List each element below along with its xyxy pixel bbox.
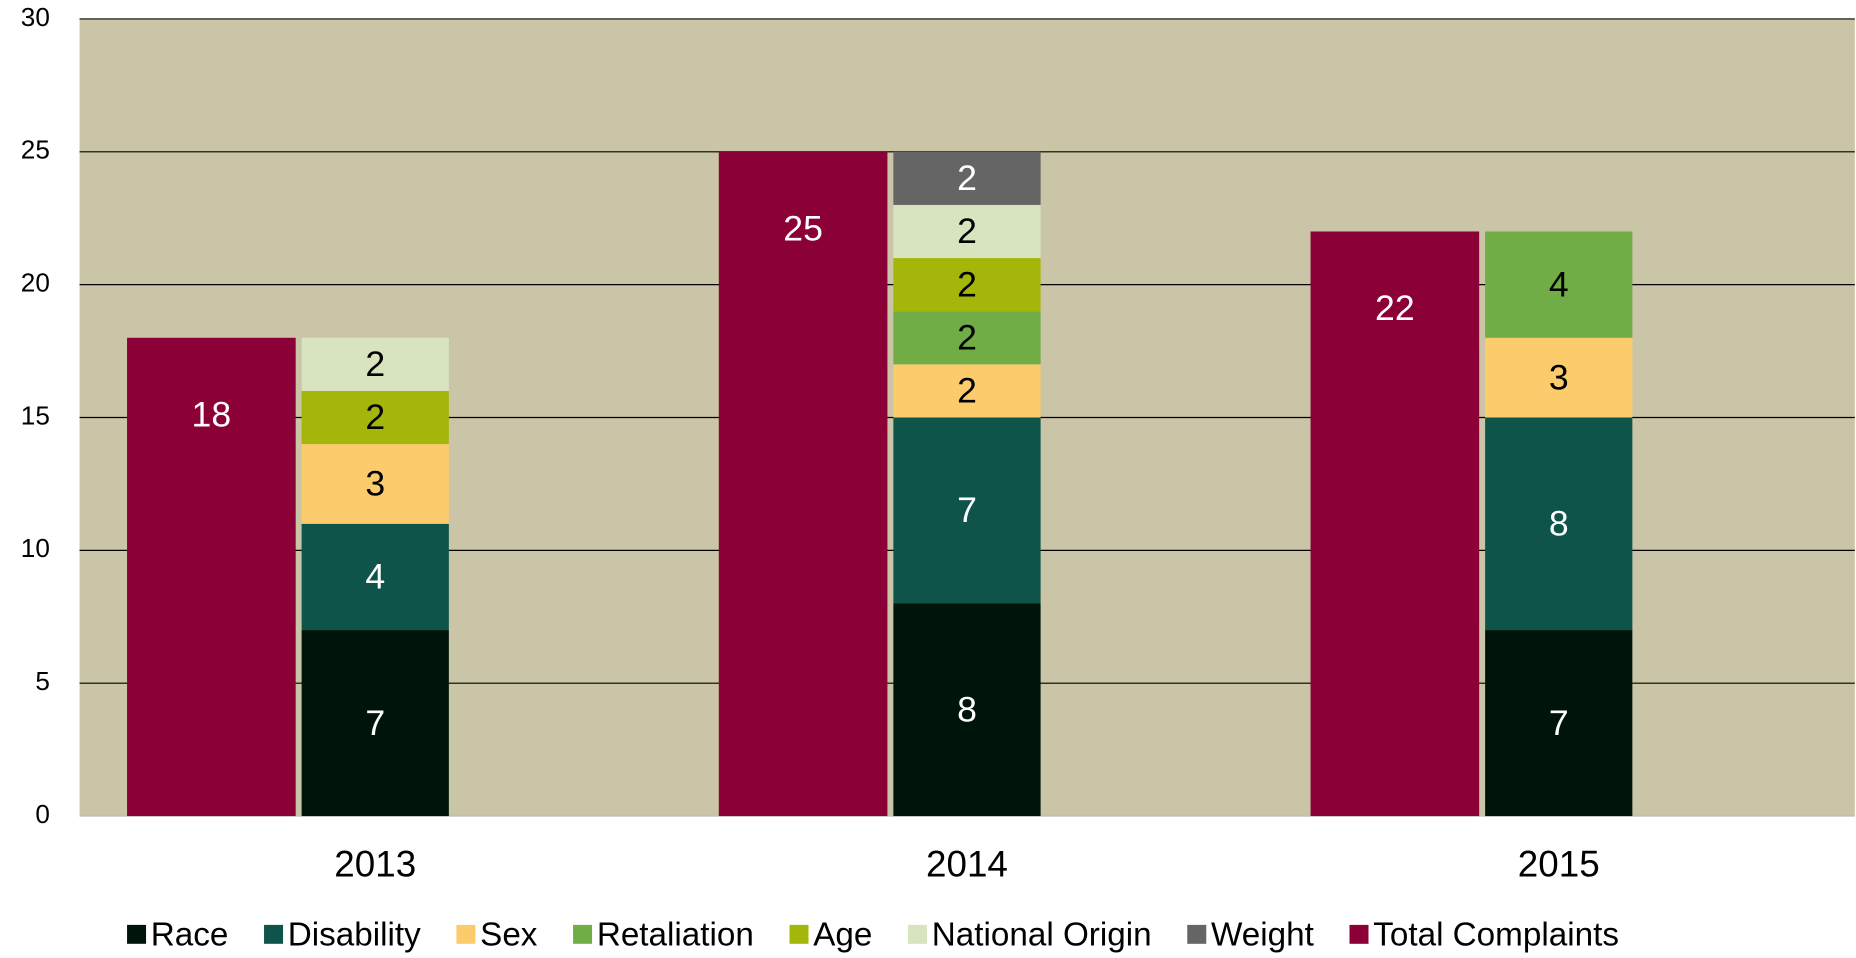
legend-label: Retaliation — [597, 917, 754, 954]
legend-swatch — [1187, 924, 1207, 944]
y-tick-label: 20 — [21, 268, 50, 298]
bar-segment — [1485, 417, 1633, 631]
legend-swatch — [908, 924, 928, 944]
bar-segment — [893, 204, 1041, 259]
bar-segment — [893, 417, 1041, 604]
data-label: 7 — [1549, 703, 1569, 743]
data-label: 7 — [957, 490, 977, 530]
legend-label: Disability — [288, 917, 421, 954]
bar — [127, 337, 296, 817]
bar-segment — [301, 337, 449, 391]
bar-segment — [1485, 231, 1633, 338]
data-label: 3 — [1549, 357, 1569, 397]
data-label: 2 — [957, 158, 977, 198]
data-label: 8 — [957, 690, 977, 730]
data-label: 18 — [192, 394, 232, 434]
data-label: 2 — [957, 318, 977, 358]
y-tick-label: 25 — [21, 135, 50, 165]
y-tick-label: 15 — [21, 400, 50, 430]
y-tick-label: 5 — [35, 666, 50, 696]
data-label: 2 — [365, 344, 385, 384]
bar-segment — [301, 523, 449, 631]
bar-segment — [301, 390, 449, 445]
data-label: 8 — [1549, 504, 1569, 544]
legend-swatch — [456, 924, 476, 944]
legend-label: Race — [151, 917, 229, 954]
bar-segment — [893, 603, 1041, 817]
data-label: 25 — [783, 208, 823, 248]
legend-swatch — [1349, 924, 1369, 944]
bar-segment — [893, 311, 1041, 365]
bar-segment — [301, 630, 449, 817]
data-label: 4 — [1549, 264, 1569, 304]
data-label: 3 — [365, 464, 385, 504]
legend-label: Sex — [480, 917, 538, 954]
x-tick-label: 2015 — [1518, 844, 1600, 885]
bar-segment — [301, 444, 449, 524]
bar-segment — [893, 364, 1041, 418]
y-tick-label: 10 — [21, 533, 50, 563]
x-tick-label: 2013 — [334, 844, 416, 885]
bar — [1310, 231, 1480, 817]
legend-label: National Origin — [932, 917, 1152, 954]
y-tick-label: 0 — [35, 799, 50, 829]
y-tick-label: 30 — [21, 2, 50, 32]
data-label: 2 — [957, 211, 977, 251]
bar-segment — [1485, 630, 1633, 817]
legend-swatch — [264, 924, 284, 944]
legend-swatch — [789, 924, 809, 944]
data-label: 22 — [1375, 288, 1415, 328]
x-tick-label: 2014 — [926, 844, 1008, 885]
legend-label: Total Complaints — [1373, 917, 1619, 954]
bar-segment — [893, 151, 1041, 205]
data-label: 4 — [365, 557, 385, 597]
bar — [718, 151, 888, 817]
data-label: 2 — [365, 397, 385, 437]
data-label: 7 — [365, 703, 385, 743]
legend-label: Weight — [1211, 917, 1314, 954]
bar-segment — [1485, 337, 1633, 418]
data-label: 2 — [957, 371, 977, 411]
bar-segment — [893, 258, 1041, 312]
legend-label: Age — [813, 917, 872, 954]
data-label: 2 — [957, 264, 977, 304]
legend-swatch — [127, 924, 147, 944]
legend-swatch — [573, 924, 593, 944]
